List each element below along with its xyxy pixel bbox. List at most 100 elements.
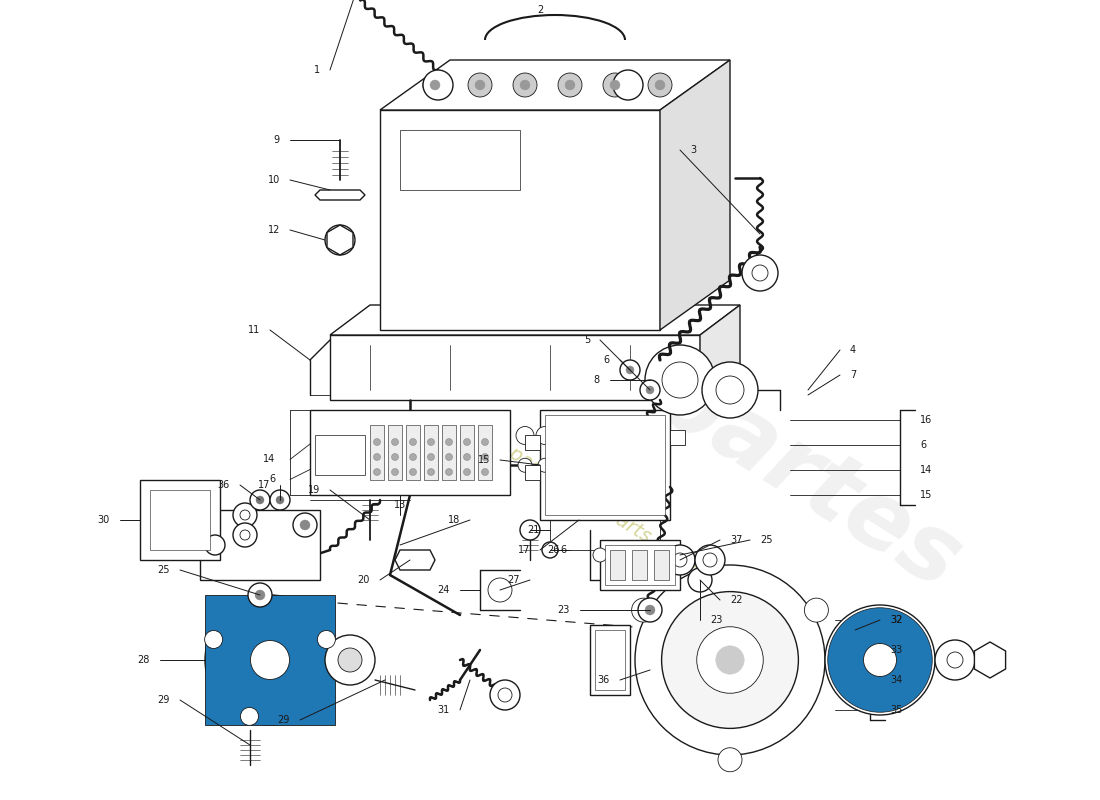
Text: 33: 33 [890, 645, 902, 655]
Polygon shape [395, 550, 434, 570]
Circle shape [646, 386, 654, 394]
Bar [379, 110, 660, 330]
Text: 29: 29 [277, 715, 290, 725]
Bar [632, 550, 647, 580]
Circle shape [250, 490, 270, 510]
Text: 8: 8 [594, 375, 600, 385]
Circle shape [695, 545, 725, 575]
Text: 26: 26 [548, 545, 560, 555]
Text: 37: 37 [730, 535, 743, 545]
Circle shape [520, 80, 530, 90]
Bar [140, 480, 220, 560]
Polygon shape [700, 305, 740, 400]
Text: 25: 25 [157, 565, 170, 575]
Text: 25: 25 [760, 535, 772, 545]
Bar [406, 425, 420, 480]
Circle shape [538, 458, 552, 472]
Circle shape [620, 360, 640, 380]
Text: 31: 31 [438, 705, 450, 715]
Circle shape [843, 622, 917, 698]
Circle shape [482, 469, 488, 475]
Circle shape [635, 565, 825, 755]
Circle shape [648, 73, 672, 97]
Circle shape [276, 496, 284, 504]
Circle shape [205, 535, 225, 555]
Text: 6: 6 [560, 545, 566, 555]
Bar [442, 425, 456, 480]
Circle shape [702, 362, 758, 418]
Circle shape [688, 568, 712, 592]
Circle shape [424, 70, 453, 100]
Circle shape [463, 469, 471, 475]
Circle shape [661, 592, 799, 728]
Bar [590, 625, 630, 695]
Circle shape [935, 640, 975, 680]
Circle shape [468, 73, 492, 97]
Circle shape [640, 380, 660, 400]
Text: 9: 9 [274, 135, 280, 145]
Text: 2: 2 [537, 5, 543, 15]
Text: 23: 23 [558, 605, 570, 615]
Circle shape [251, 641, 289, 679]
Bar [424, 425, 438, 480]
Text: 15: 15 [920, 490, 933, 500]
Text: 21: 21 [528, 525, 540, 535]
Text: 34: 34 [890, 675, 902, 685]
Text: 16: 16 [920, 415, 933, 425]
Circle shape [513, 73, 537, 97]
Text: 22: 22 [730, 595, 743, 605]
Bar [540, 410, 670, 520]
Text: 15: 15 [477, 455, 490, 465]
Circle shape [392, 438, 398, 446]
Circle shape [293, 513, 317, 537]
Text: 32: 32 [890, 615, 902, 625]
Bar [200, 510, 320, 580]
Bar [670, 430, 685, 445]
Circle shape [716, 376, 744, 404]
Circle shape [205, 595, 336, 725]
Circle shape [428, 454, 435, 461]
Circle shape [255, 590, 265, 600]
Circle shape [270, 490, 290, 510]
Circle shape [613, 70, 644, 100]
Circle shape [338, 648, 362, 672]
Bar [525, 435, 540, 450]
Circle shape [565, 80, 575, 90]
Circle shape [392, 469, 398, 475]
Circle shape [240, 530, 250, 540]
Text: 30: 30 [98, 515, 110, 525]
Bar [525, 465, 540, 480]
Text: eurospartes: eurospartes [383, 190, 977, 610]
Circle shape [654, 80, 666, 90]
Bar [315, 435, 365, 475]
Circle shape [498, 688, 512, 702]
Circle shape [825, 605, 935, 715]
Bar [595, 630, 625, 690]
Circle shape [610, 80, 620, 90]
Circle shape [446, 438, 452, 446]
Text: 35: 35 [890, 705, 902, 715]
Text: 36: 36 [218, 480, 230, 490]
Bar [460, 425, 474, 480]
Bar [205, 595, 336, 725]
Polygon shape [315, 190, 365, 200]
Circle shape [324, 225, 355, 255]
Circle shape [696, 626, 763, 694]
Text: 14: 14 [920, 465, 933, 475]
Circle shape [804, 598, 828, 622]
Text: 28: 28 [138, 655, 150, 665]
Circle shape [374, 454, 381, 461]
Text: 3: 3 [690, 145, 696, 155]
Text: 6: 6 [268, 474, 275, 485]
Circle shape [240, 510, 250, 520]
Text: a passion for parts since 1985: a passion for parts since 1985 [491, 434, 750, 606]
Circle shape [241, 707, 258, 726]
Circle shape [318, 630, 336, 649]
Circle shape [488, 578, 512, 602]
Text: 6: 6 [604, 355, 611, 365]
Circle shape [248, 583, 272, 607]
Circle shape [409, 454, 417, 461]
Circle shape [446, 454, 452, 461]
Bar [400, 130, 520, 190]
Circle shape [518, 458, 532, 472]
